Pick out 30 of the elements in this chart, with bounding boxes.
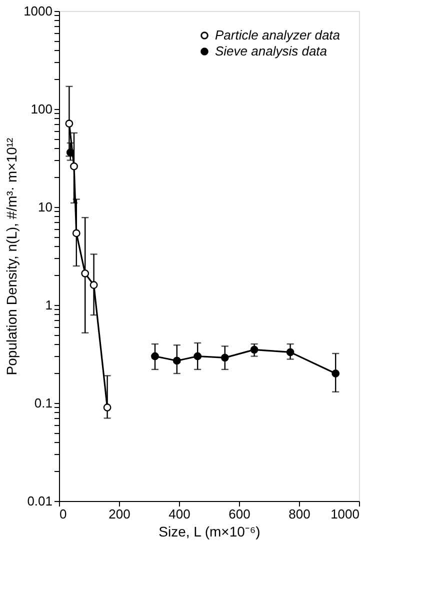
point: [194, 352, 202, 360]
legend-label: Sieve analysis data: [215, 44, 328, 58]
point: [66, 148, 74, 156]
x-tick-label: 1000: [330, 506, 360, 522]
y-axis-title: Population Density, n(L), #/m³· m×10¹²: [4, 137, 20, 376]
x-tick-label: 800: [288, 506, 310, 522]
x-axis-title: Size, L (m×10⁻⁶): [158, 524, 260, 540]
point: [332, 370, 340, 378]
y-tick-label: 10: [38, 200, 52, 214]
x-tick-label: 200: [108, 506, 130, 522]
x-tick-label: 0: [60, 506, 67, 522]
point: [81, 269, 90, 278]
point: [172, 356, 181, 365]
x-tick-label: 600: [228, 506, 250, 522]
y-tick-label: 1000: [24, 4, 52, 18]
point: [72, 229, 80, 238]
point: [103, 404, 112, 412]
point: [65, 120, 74, 128]
point: [151, 352, 159, 360]
y-tick-label: 0.01: [27, 494, 52, 508]
point: [70, 162, 78, 170]
y-tick-label: 0.1: [34, 396, 52, 410]
point: [90, 281, 98, 289]
point: [250, 346, 258, 354]
legend-label: Particle analyzer data: [215, 28, 340, 42]
y-tick-label: 100: [30, 102, 52, 116]
point: [286, 348, 294, 356]
y-tick-label: 1: [45, 298, 52, 312]
point: [220, 354, 229, 362]
x-tick-label: 400: [168, 506, 190, 522]
